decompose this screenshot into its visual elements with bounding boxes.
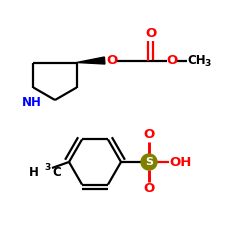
Text: H: H: [29, 166, 39, 178]
Text: CH: CH: [187, 54, 206, 67]
Text: O: O: [106, 54, 117, 67]
Text: O: O: [166, 54, 177, 67]
Text: C: C: [52, 166, 61, 178]
Text: O: O: [144, 128, 154, 141]
Text: 3: 3: [44, 163, 50, 172]
Text: OH: OH: [170, 156, 192, 168]
Text: 3: 3: [204, 59, 211, 68]
Text: S: S: [145, 157, 153, 167]
Text: O: O: [145, 27, 156, 40]
Circle shape: [141, 154, 157, 170]
Text: NH: NH: [22, 96, 41, 110]
Text: O: O: [144, 182, 154, 196]
Polygon shape: [77, 57, 105, 64]
